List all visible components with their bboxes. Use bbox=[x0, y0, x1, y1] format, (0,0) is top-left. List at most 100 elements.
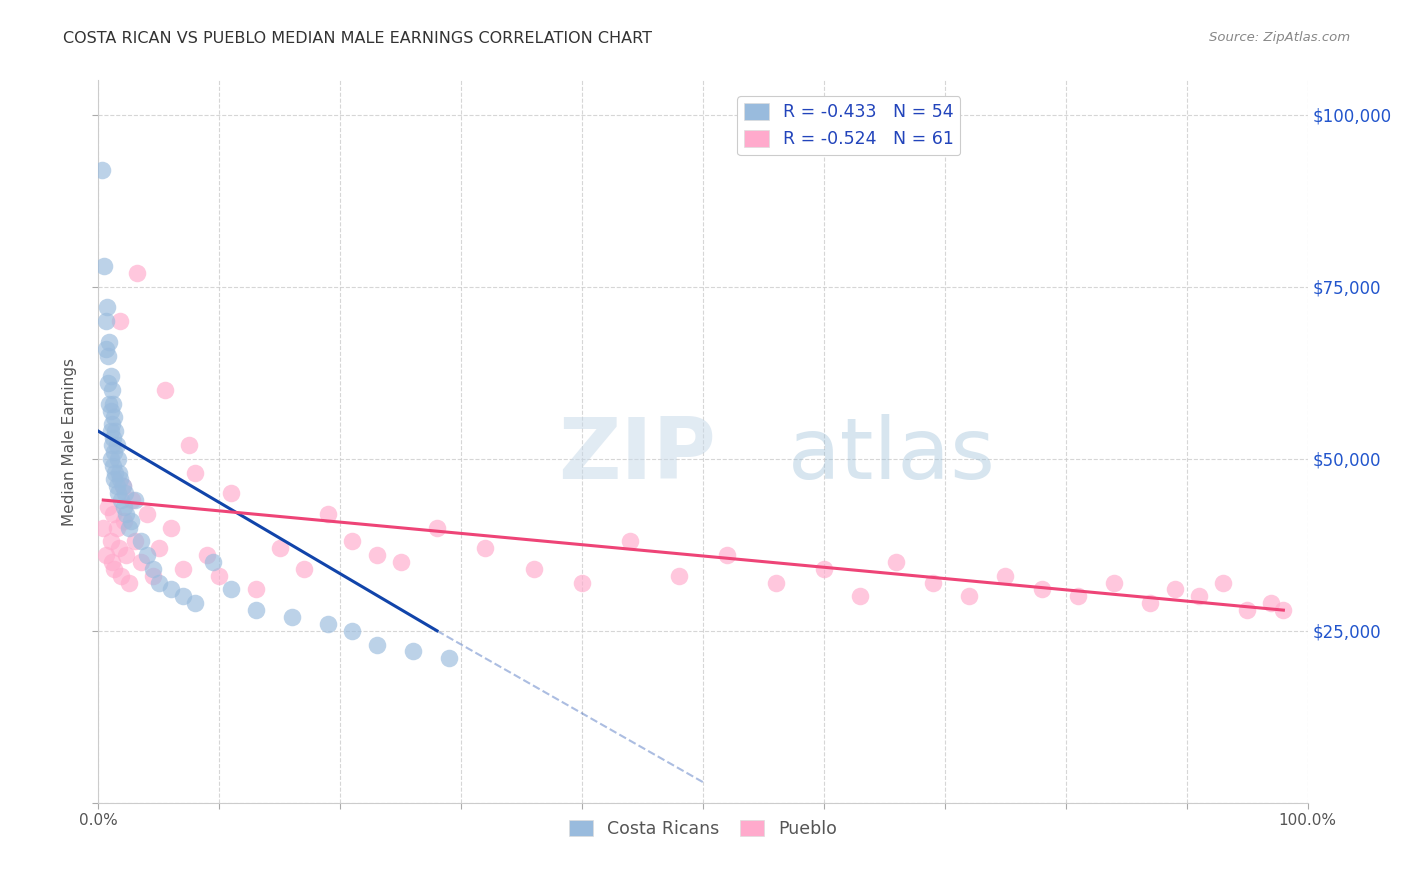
Point bbox=[94, 342, 117, 356]
Point bbox=[94, 314, 117, 328]
Point bbox=[91, 520, 114, 534]
Point bbox=[160, 520, 183, 534]
Point bbox=[437, 651, 460, 665]
Point bbox=[389, 555, 412, 569]
Point bbox=[668, 568, 690, 582]
Point bbox=[100, 534, 122, 549]
Point bbox=[112, 500, 135, 514]
Point bbox=[316, 507, 339, 521]
Point bbox=[1272, 603, 1295, 617]
Point bbox=[100, 417, 122, 432]
Point bbox=[111, 479, 134, 493]
Point bbox=[765, 575, 787, 590]
Text: atlas: atlas bbox=[787, 415, 995, 498]
Point bbox=[172, 590, 194, 604]
Point bbox=[124, 493, 146, 508]
Point bbox=[1260, 596, 1282, 610]
Point bbox=[195, 548, 218, 562]
Point bbox=[142, 568, 165, 582]
Point bbox=[208, 568, 231, 582]
Point bbox=[108, 466, 131, 480]
Point bbox=[994, 568, 1017, 582]
Point bbox=[957, 590, 980, 604]
Point bbox=[108, 472, 131, 486]
Point bbox=[184, 466, 207, 480]
Point bbox=[292, 562, 315, 576]
Point bbox=[98, 397, 121, 411]
Point bbox=[100, 451, 122, 466]
Point bbox=[101, 507, 124, 521]
Point bbox=[105, 438, 128, 452]
Point bbox=[124, 534, 146, 549]
Point bbox=[107, 451, 129, 466]
Point bbox=[118, 575, 141, 590]
Point bbox=[813, 562, 835, 576]
Point bbox=[135, 548, 157, 562]
Point bbox=[121, 493, 143, 508]
Point bbox=[245, 582, 267, 597]
Point bbox=[316, 616, 339, 631]
Point bbox=[281, 610, 304, 624]
Point bbox=[115, 548, 138, 562]
Point bbox=[148, 575, 170, 590]
Text: COSTA RICAN VS PUEBLO MEDIAN MALE EARNINGS CORRELATION CHART: COSTA RICAN VS PUEBLO MEDIAN MALE EARNIN… bbox=[63, 31, 652, 46]
Point bbox=[103, 445, 125, 459]
Point bbox=[142, 562, 165, 576]
Point bbox=[104, 424, 127, 438]
Point bbox=[127, 266, 149, 280]
Point bbox=[366, 638, 388, 652]
Point bbox=[1163, 582, 1185, 597]
Point bbox=[523, 562, 546, 576]
Point bbox=[1212, 575, 1234, 590]
Point bbox=[111, 479, 134, 493]
Point bbox=[571, 575, 593, 590]
Point bbox=[108, 541, 131, 556]
Point bbox=[120, 514, 142, 528]
Point bbox=[93, 259, 115, 273]
Point bbox=[104, 466, 127, 480]
Point bbox=[160, 582, 183, 597]
Point bbox=[886, 555, 908, 569]
Point bbox=[97, 349, 120, 363]
Point bbox=[107, 486, 129, 500]
Point bbox=[101, 431, 124, 445]
Point bbox=[101, 397, 124, 411]
Point bbox=[112, 514, 135, 528]
Point bbox=[105, 520, 128, 534]
Point bbox=[118, 520, 141, 534]
Point bbox=[101, 458, 124, 473]
Point bbox=[100, 438, 122, 452]
Point bbox=[245, 603, 267, 617]
Point bbox=[179, 438, 201, 452]
Point bbox=[114, 486, 136, 500]
Point bbox=[342, 534, 364, 549]
Point bbox=[97, 500, 120, 514]
Point bbox=[153, 383, 176, 397]
Point bbox=[474, 541, 496, 556]
Point bbox=[1102, 575, 1125, 590]
Point bbox=[221, 582, 243, 597]
Point bbox=[202, 555, 225, 569]
Point bbox=[221, 486, 243, 500]
Point bbox=[1139, 596, 1161, 610]
Point bbox=[366, 548, 388, 562]
Point bbox=[98, 334, 121, 349]
Point bbox=[1236, 603, 1258, 617]
Text: Source: ZipAtlas.com: Source: ZipAtlas.com bbox=[1209, 31, 1350, 45]
Point bbox=[103, 562, 125, 576]
Point bbox=[105, 479, 128, 493]
Y-axis label: Median Male Earnings: Median Male Earnings bbox=[62, 358, 77, 525]
Point bbox=[619, 534, 641, 549]
Point bbox=[1067, 590, 1090, 604]
Point bbox=[716, 548, 738, 562]
Point bbox=[115, 507, 138, 521]
Point bbox=[103, 472, 125, 486]
Point bbox=[921, 575, 943, 590]
Point bbox=[100, 383, 122, 397]
Point bbox=[269, 541, 291, 556]
Point bbox=[849, 590, 872, 604]
Point bbox=[1188, 590, 1211, 604]
Point bbox=[129, 555, 152, 569]
Point bbox=[135, 507, 157, 521]
Legend: Costa Ricans, Pueblo: Costa Ricans, Pueblo bbox=[562, 813, 844, 845]
